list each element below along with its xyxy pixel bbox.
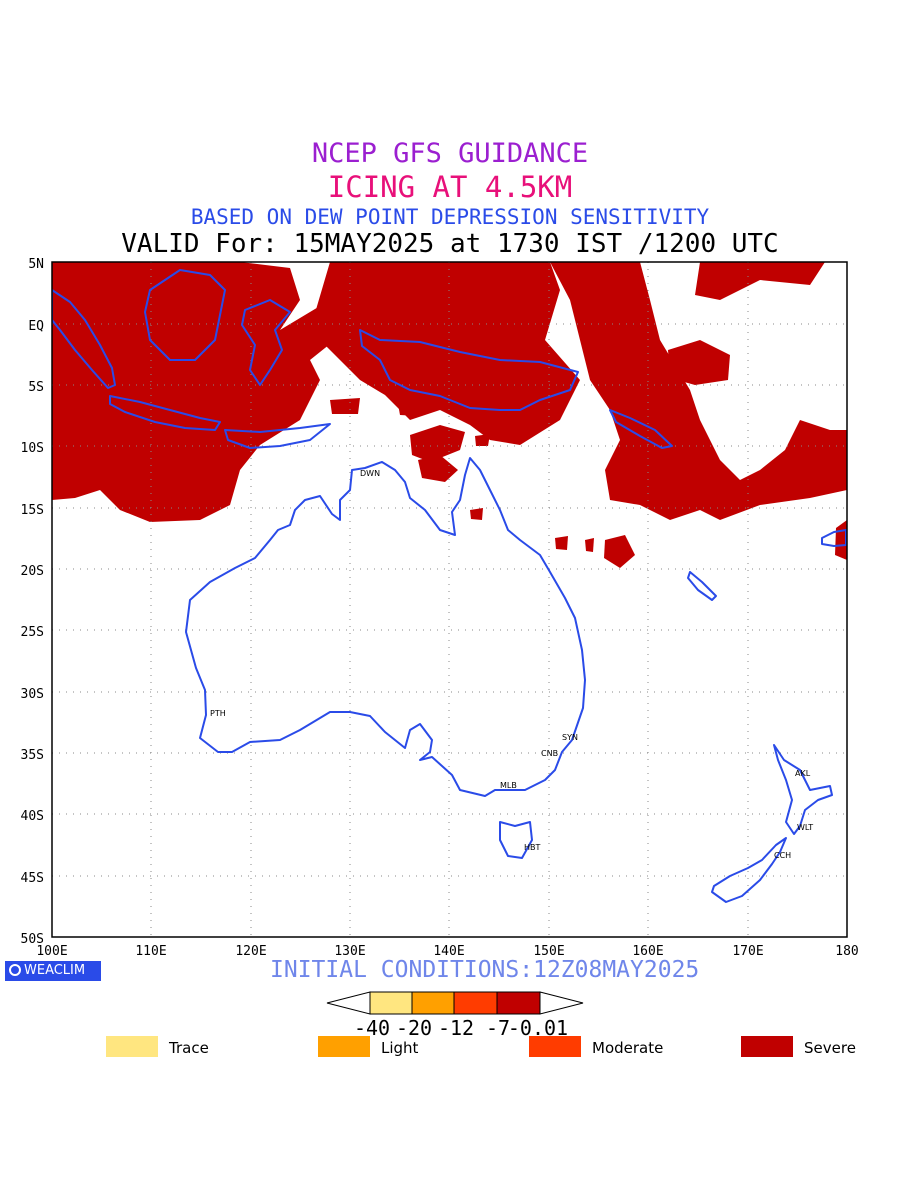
colorbar-segment (453, 991, 498, 1015)
legend-label: Severe (804, 1039, 856, 1057)
lon-label: 100E (36, 944, 67, 959)
lat-label: 5N (28, 257, 44, 272)
solomon-coast (609, 409, 673, 449)
city-label: DWN (360, 469, 380, 478)
legend-label: Trace (169, 1039, 209, 1057)
colorbar-segment (369, 991, 413, 1015)
city-label: SYN (562, 733, 578, 742)
city-label: HBT (524, 843, 541, 852)
borneo-coast (144, 269, 226, 361)
legend-label: Light (381, 1039, 419, 1057)
lat-label: 25S (21, 625, 44, 640)
city-label: PTH (210, 709, 226, 718)
colorbar (326, 991, 584, 1015)
colorbar-right-arrow (539, 991, 584, 1015)
city-label: CCH (774, 851, 791, 860)
icing-region-small-1 (330, 398, 360, 414)
icing-region-gulf (410, 425, 465, 462)
icing-region-pacific (550, 262, 847, 520)
australia-coast (185, 457, 586, 797)
icing-region-small-3 (475, 434, 490, 446)
lat-label: 45S (21, 871, 44, 886)
sumatra-coast (52, 289, 116, 389)
java-coast (109, 395, 221, 431)
lon-label: 160E (632, 944, 663, 959)
legend-swatch (741, 1036, 793, 1057)
lon-label: 110E (135, 944, 166, 959)
legend-swatch (106, 1036, 158, 1057)
lon-label: 170E (732, 944, 763, 959)
valid-time: VALID For: 15MAY2025 at 1730 IST /1200 U… (121, 229, 779, 259)
icing-region-northeast (695, 262, 825, 300)
city-label: MLB (500, 781, 517, 790)
colorbar-tick: -7 (485, 1016, 511, 1040)
lat-label: 35S (21, 748, 44, 763)
city-label: AKL (795, 769, 811, 778)
colorbar-left-arrow (326, 991, 371, 1015)
lon-label: 180 (835, 944, 858, 959)
icing-region-small-5 (585, 538, 594, 552)
colorbar-segment (496, 991, 541, 1015)
lon-axis-labels: 100E 110E 120E 130E 140E 150E 160E 170E … (36, 944, 858, 959)
new-guinea-coast (359, 329, 579, 411)
new-caledonia-coast (687, 571, 717, 601)
title-line-2: ICING AT 4.5KM (327, 170, 573, 204)
icing-region-small-2 (398, 402, 420, 416)
new-zealand-north (773, 744, 833, 835)
colorbar-segment (411, 991, 455, 1015)
icing-region-timor (418, 455, 458, 482)
new-zealand-south (711, 837, 787, 903)
lesser-sunda-coast (224, 423, 331, 449)
lat-label: 5S (28, 380, 44, 395)
icing-region-coral (604, 535, 635, 568)
lat-label: 20S (21, 564, 44, 579)
colorbar-ticks: -40 -20 -12 -7 -0.01 (0, 1016, 900, 1040)
lat-label: 40S (21, 809, 44, 824)
lon-label: 140E (433, 944, 464, 959)
initial-conditions: INITIAL CONDITIONS:12Z08MAY2025 (270, 957, 700, 983)
lat-axis-labels: 5N EQ 5S 10S 15S 20S 25S 30S 35S 40S 45S… (21, 257, 45, 947)
weaclim-logo-icon (9, 964, 21, 976)
legend-swatch (529, 1036, 581, 1057)
legend-label: Moderate (592, 1039, 664, 1057)
lon-label: 130E (334, 944, 365, 959)
severe-icing-areas (52, 262, 847, 568)
icing-region-fiji (668, 340, 730, 385)
city-label: CNB (541, 749, 558, 758)
city-label: WLT (797, 823, 813, 832)
logo-text: WEACLIM (24, 963, 86, 978)
graticule (52, 262, 847, 937)
city-labels: DWN PTH SYN CNB MLB HBT AKL WLT CCH (210, 469, 813, 860)
lat-label: 30S (21, 687, 44, 702)
lon-label: 150E (533, 944, 564, 959)
icing-region-west (52, 262, 335, 522)
lat-label: 10S (21, 441, 44, 456)
icing-region-small-4 (555, 536, 568, 550)
sulawesi-coast (241, 299, 291, 386)
coastlines (52, 269, 847, 903)
lat-label: 50S (21, 932, 44, 947)
fiji-coast (821, 529, 847, 547)
lat-label: 15S (21, 503, 44, 518)
colorbar-tick: -12 (437, 1016, 475, 1040)
colorbar-tick: -20 (395, 1016, 433, 1040)
title-line-1: NCEP GFS GUIDANCE (311, 138, 589, 169)
lon-label: 120E (235, 944, 266, 959)
plot-frame (51, 261, 848, 938)
tasmania-coast (499, 821, 533, 859)
weaclim-logo: WEACLIM (5, 961, 101, 981)
icing-region-north (310, 262, 580, 445)
title-line-3: BASED ON DEW POINT DEPRESSION SENSITIVIT… (190, 205, 710, 229)
icing-region-small-6 (470, 508, 483, 520)
legend-swatch (318, 1036, 370, 1057)
lat-label: EQ (28, 319, 44, 334)
